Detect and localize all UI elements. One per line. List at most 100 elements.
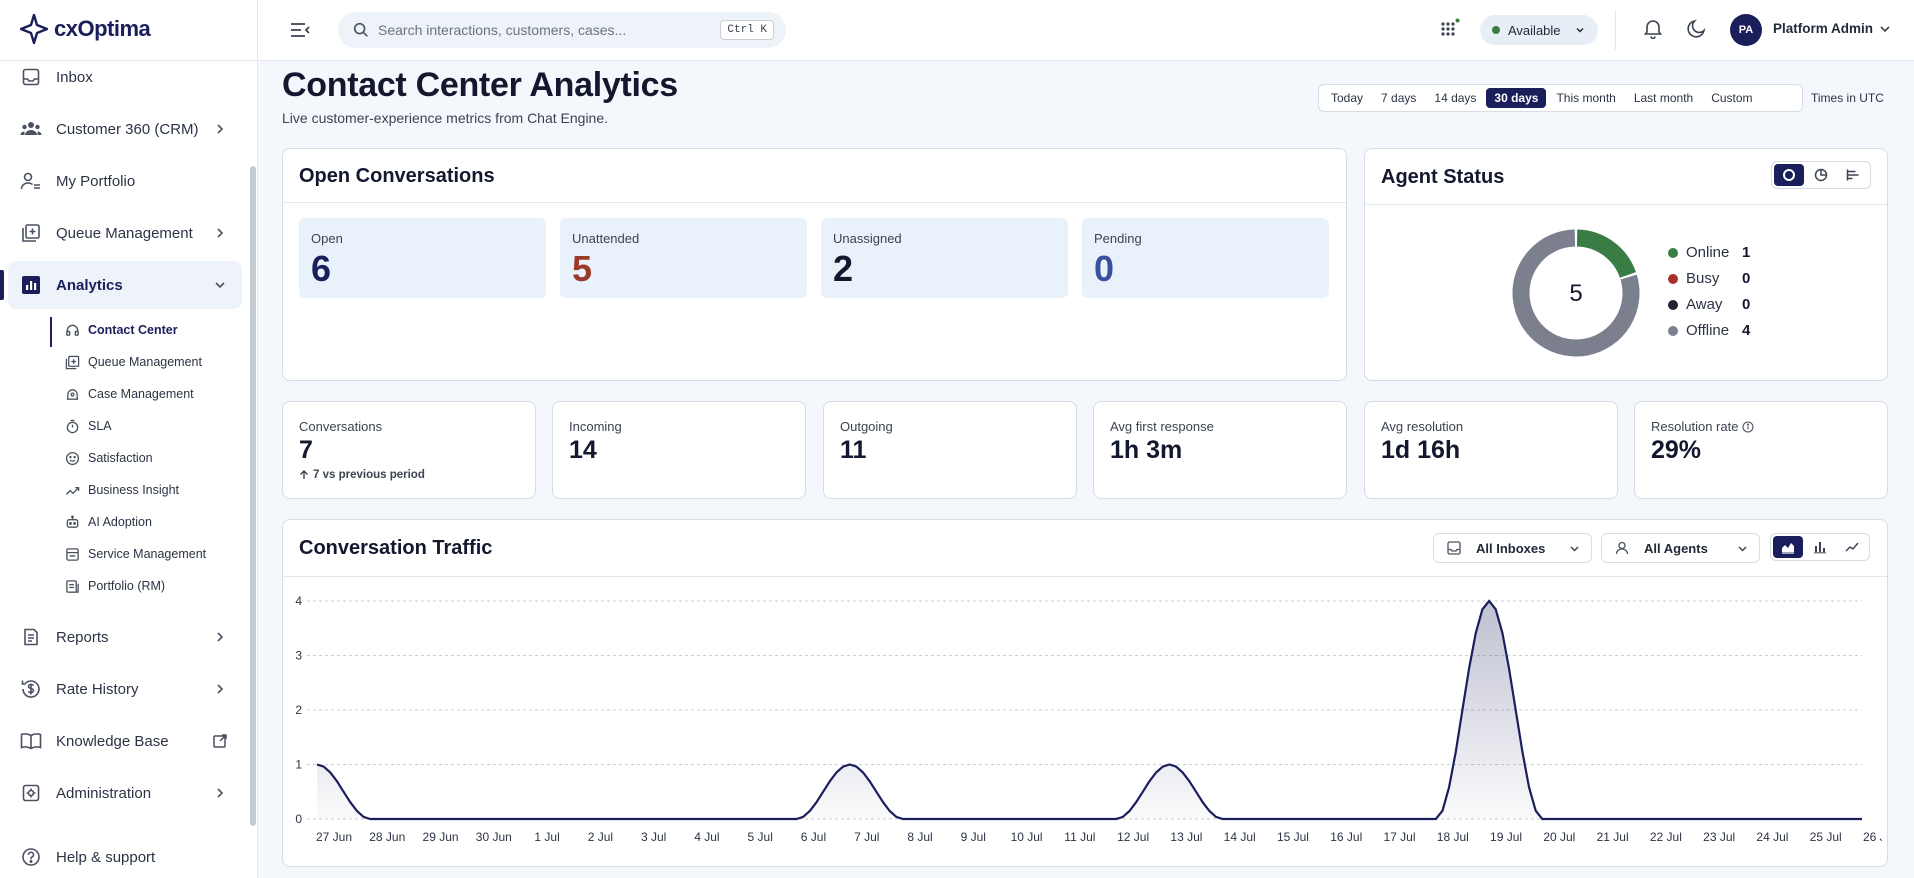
legend-value: 0 — [1742, 270, 1751, 287]
sidebar-item-reports[interactable]: Reports — [8, 613, 242, 661]
donut-view-icon[interactable] — [1774, 164, 1804, 186]
user-name[interactable]: Platform Admin — [1773, 21, 1874, 36]
unassigned-tile[interactable]: Unassigned 2 — [821, 218, 1068, 298]
search-input[interactable] — [378, 22, 718, 38]
moon-icon[interactable] — [1686, 17, 1708, 39]
range-custom[interactable]: Custom — [1711, 91, 1753, 105]
apps-grid-icon[interactable] — [1438, 18, 1462, 42]
stat-outgoing[interactable]: Outgoing 11 — [823, 401, 1077, 499]
range-7-days[interactable]: 7 days — [1381, 91, 1417, 105]
data-point[interactable] — [1593, 816, 1599, 822]
traffic-line[interactable] — [316, 599, 1862, 821]
sidebar-subitem-business-insight[interactable]: Business Insight — [64, 477, 179, 503]
sidebar-subitem-service-management[interactable]: Service Management — [64, 541, 206, 567]
bar-chart-icon[interactable] — [1805, 536, 1835, 558]
data-point[interactable] — [1326, 816, 1332, 822]
sidebar-item-knowledge-base[interactable]: Knowledge Base — [8, 717, 242, 765]
data-point[interactable] — [1646, 816, 1652, 822]
availability-status-dropdown[interactable]: Available — [1480, 15, 1598, 45]
inbox-filter-select[interactable]: All Inboxes — [1433, 533, 1592, 563]
agent-status-view-toggle — [1771, 161, 1871, 189]
data-point[interactable] — [1486, 598, 1492, 604]
sidebar-scrollbar[interactable] — [250, 166, 256, 826]
bar-view-icon[interactable] — [1838, 164, 1868, 186]
data-point[interactable] — [1859, 816, 1865, 822]
data-point[interactable] — [1220, 816, 1226, 822]
avatar[interactable]: PA — [1730, 14, 1762, 46]
stat-incoming[interactable]: Incoming 14 — [552, 401, 806, 499]
sidebar-item-customer-360[interactable]: Customer 360 (CRM) — [8, 105, 242, 153]
logo-divider — [0, 60, 257, 61]
chevron-down-icon[interactable] — [1878, 22, 1892, 36]
sidebar-item-administration[interactable]: Administration — [8, 769, 242, 817]
stat-resolution-rate[interactable]: Resolution rate 29% — [1634, 401, 1888, 499]
data-point[interactable] — [1113, 816, 1119, 822]
logo[interactable]: cxOptima — [20, 12, 151, 46]
open-tile[interactable]: Open 6 — [299, 218, 546, 298]
data-point[interactable] — [367, 816, 373, 822]
book-icon — [20, 730, 42, 752]
data-point[interactable] — [900, 816, 906, 822]
legend-dot — [1668, 273, 1678, 284]
data-point[interactable] — [634, 816, 640, 822]
donut-slice-online[interactable] — [1576, 229, 1636, 279]
data-point[interactable] — [740, 816, 746, 822]
range-30-days[interactable]: 30 days — [1486, 88, 1547, 108]
sidebar-item-inbox[interactable]: Inbox — [8, 53, 242, 101]
stat-avg-first-response[interactable]: Avg first response 1h 3m — [1093, 401, 1347, 499]
sidebar-subitem-contact-center[interactable]: Contact Center — [64, 317, 178, 343]
data-point[interactable] — [1060, 816, 1066, 822]
data-point[interactable] — [1752, 816, 1758, 822]
pending-tile[interactable]: Pending 0 — [1082, 218, 1329, 298]
area-chart-icon[interactable] — [1773, 536, 1803, 558]
sidebar-subitem-satisfaction[interactable]: Satisfaction — [64, 445, 153, 471]
data-point[interactable] — [527, 816, 533, 822]
sidebar-subitem-sla[interactable]: SLA — [64, 413, 112, 439]
stat-conversations[interactable]: Conversations 7 7 vs previous period — [282, 401, 536, 499]
sidebar-item-analytics[interactable]: Analytics — [8, 261, 242, 309]
data-point[interactable] — [847, 762, 853, 768]
sidebar-subitem-portfolio-rm[interactable]: Portfolio (RM) — [64, 573, 165, 599]
data-point[interactable] — [1273, 816, 1279, 822]
line-chart-icon[interactable] — [1837, 536, 1867, 558]
data-point[interactable] — [474, 816, 480, 822]
sidebar-item-queue-management[interactable]: Queue Management — [8, 209, 242, 257]
x-tick-label: 1 Jul — [534, 830, 559, 844]
data-point[interactable] — [1166, 762, 1172, 768]
data-point[interactable] — [1007, 816, 1013, 822]
menu-collapse-icon[interactable] — [288, 18, 312, 42]
data-point[interactable] — [1380, 816, 1386, 822]
legend-value: 0 — [1742, 296, 1751, 313]
range-today[interactable]: Today — [1331, 91, 1364, 105]
data-point[interactable] — [314, 762, 320, 768]
data-point[interactable] — [580, 816, 586, 822]
data-point[interactable] — [953, 816, 959, 822]
x-tick-label: 10 Jul — [1011, 830, 1043, 844]
data-point[interactable] — [793, 816, 799, 822]
search-bar[interactable]: Ctrl K — [338, 12, 786, 48]
agent-filter-select[interactable]: All Agents — [1601, 533, 1760, 563]
data-point[interactable] — [421, 816, 427, 822]
data-point[interactable] — [1806, 816, 1812, 822]
sidebar-item-help-support[interactable]: Help & support — [8, 833, 242, 878]
sidebar-subitem-ai-adoption[interactable]: AI Adoption — [64, 509, 152, 535]
bell-icon[interactable] — [1642, 17, 1664, 39]
x-tick-label: 22 Jul — [1650, 830, 1682, 844]
data-point[interactable] — [1699, 816, 1705, 822]
info-icon[interactable] — [1742, 420, 1755, 433]
range-14-days[interactable]: 14 days — [1434, 91, 1477, 105]
data-point[interactable] — [687, 816, 693, 822]
sidebar-item-rate-history[interactable]: Rate History — [8, 665, 242, 713]
unattended-tile[interactable]: Unattended 5 — [560, 218, 807, 298]
sidebar-subitem-case-management[interactable]: Case Management — [64, 381, 194, 407]
data-point[interactable] — [1539, 816, 1545, 822]
pie-view-icon[interactable] — [1806, 164, 1836, 186]
data-point[interactable] — [1433, 816, 1439, 822]
range-last-month[interactable]: Last month — [1633, 91, 1694, 105]
stat-avg-resolution[interactable]: Avg resolution 1d 16h — [1364, 401, 1618, 499]
range-this-month[interactable]: This month — [1556, 91, 1616, 105]
sidebar-subitem-queue-management[interactable]: Queue Management — [64, 349, 202, 375]
sidebar-item-label: Customer 360 (CRM) — [56, 120, 199, 138]
sidebar-item-my-portfolio[interactable]: My Portfolio — [8, 157, 242, 205]
donut-slice-offline[interactable] — [1512, 229, 1640, 357]
